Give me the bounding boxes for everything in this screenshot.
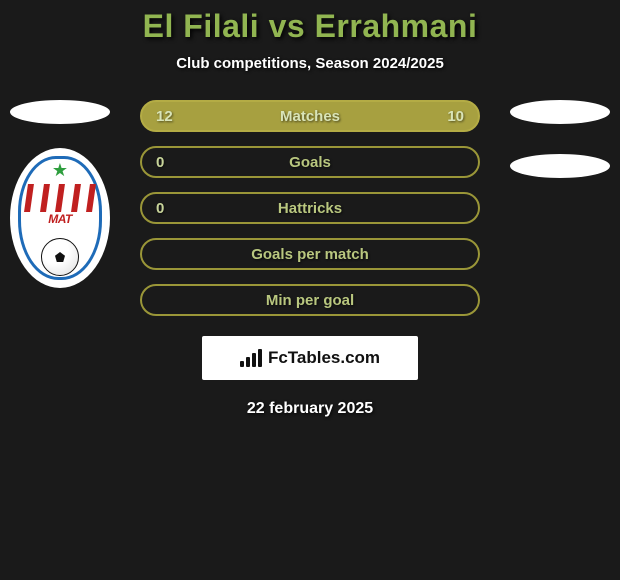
club-logo-player1: ★ MAT: [10, 148, 110, 288]
stat-bar-hattricks: 0 Hattricks: [140, 192, 480, 224]
date-label: 22 february 2025: [247, 400, 373, 418]
logo-star-icon: ★: [52, 160, 68, 181]
stats-column: 12 Matches 10 0 Goals 0 Hattricks Goals per mat…: [120, 100, 500, 316]
stat-label: Hattricks: [278, 200, 342, 217]
player1-placeholder: [10, 100, 110, 124]
stat-left-value: 0: [156, 154, 164, 171]
subtitle: Club competitions, Season 2024/2025: [176, 55, 444, 72]
stat-bar-goals: 0 Goals: [140, 146, 480, 178]
stat-label: Goals per match: [251, 246, 369, 263]
main-row: ★ MAT 12 Matches 10 0 Goals 0 Hattricks Goals p…: [0, 100, 620, 316]
club-logo-player2-placeholder: [510, 154, 610, 178]
stat-left-value: 0: [156, 200, 164, 217]
logo-ball-icon: [41, 238, 79, 276]
stat-label: Matches: [280, 108, 340, 125]
stat-bar-min-per-goal: Min per goal: [140, 284, 480, 316]
stat-bar-goals-per-match: Goals per match: [140, 238, 480, 270]
fctables-label: FcTables.com: [268, 348, 380, 368]
logo-stripes: [26, 184, 94, 212]
right-column: [500, 100, 620, 316]
chart-icon: [240, 349, 262, 367]
fctables-attribution[interactable]: FcTables.com: [202, 336, 418, 380]
comparison-card: El Filali vs Errahmani Club competitions…: [0, 0, 620, 580]
stat-label: Min per goal: [266, 292, 354, 309]
stat-label: Goals: [289, 154, 331, 171]
player2-placeholder: [510, 100, 610, 124]
left-column: ★ MAT: [0, 100, 120, 316]
stat-right-value: 10: [447, 108, 464, 125]
page-title: El Filali vs Errahmani: [143, 8, 478, 45]
stat-bar-matches: 12 Matches 10: [140, 100, 480, 132]
logo-text: MAT: [48, 212, 72, 226]
stat-left-value: 12: [156, 108, 173, 125]
